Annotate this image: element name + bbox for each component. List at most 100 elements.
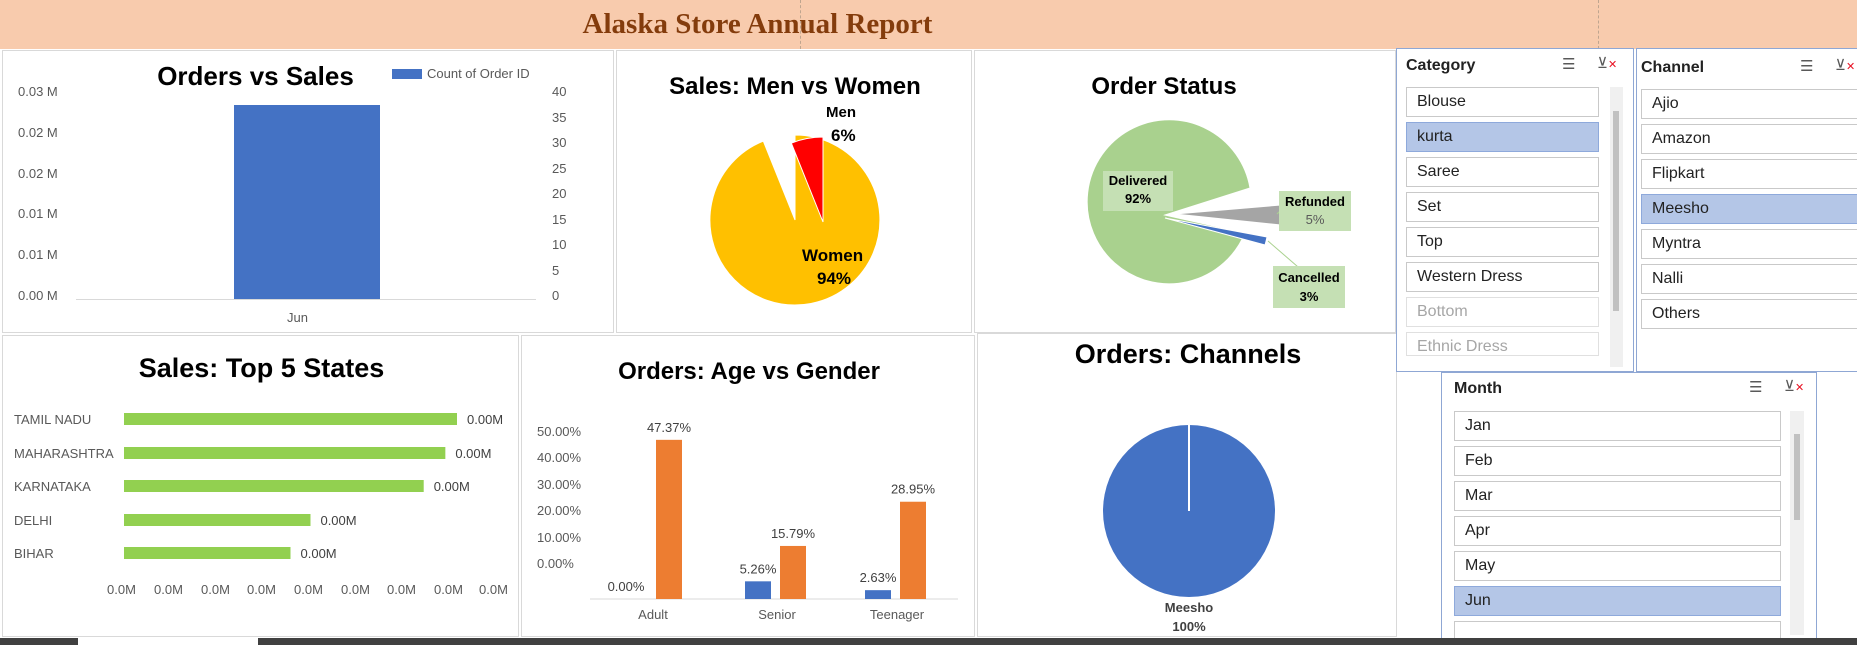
orders-vs-sales-panel[interactable]: Orders vs Sales Count of Order ID 0.03 M…	[2, 50, 614, 333]
x-axis-line	[76, 299, 536, 300]
report-banner	[0, 0, 1857, 49]
slicer-item[interactable]: Feb	[1454, 446, 1781, 476]
slicer-item[interactable]: Saree	[1406, 157, 1599, 187]
scrollbar-thumb[interactable]	[1613, 111, 1619, 311]
slicer-scrollbar[interactable]	[1790, 411, 1804, 635]
state-bar	[124, 514, 311, 526]
meesho-label: Meesho	[1164, 600, 1214, 615]
men-pct: 6%	[831, 126, 856, 145]
slicer-item[interactable]	[1454, 621, 1781, 639]
bar-jun[interactable]	[234, 105, 380, 299]
clear-filter-icon[interactable]: ⊻✕	[1835, 57, 1856, 74]
divider	[1598, 0, 1599, 49]
state-value-label: 0.00M	[455, 446, 491, 461]
category-slicer[interactable]: Category ☰ ⊻✕ Blouse kurta Saree Set Top…	[1396, 48, 1634, 372]
x-tick: 0.0M	[479, 582, 508, 597]
men-vs-women-panel[interactable]: Sales: Men vs Women Men 6% Women 94%	[616, 50, 972, 333]
slicer-item[interactable]: Blouse	[1406, 87, 1599, 117]
slicer-item[interactable]: Apr	[1454, 516, 1781, 546]
slicer-item[interactable]: Jan	[1454, 411, 1781, 441]
top-states-bars[interactable]: 0.00M 0.00M 0.00M 0.00M 0.00M	[3, 336, 520, 638]
x-tick: Adult	[638, 607, 668, 622]
refunded-pct: 5%	[1305, 212, 1325, 227]
pie-slice-cancelled	[1164, 217, 1268, 246]
y-right-tick: 30	[552, 135, 567, 150]
state-label: TAMIL NADU	[14, 412, 92, 427]
x-tick: 0.0M	[154, 582, 183, 597]
report-title: Alaska Store Annual Report	[582, 8, 933, 40]
state-value-label: 0.00M	[320, 513, 356, 528]
divider	[800, 0, 801, 49]
state-label: DELHI	[14, 513, 53, 528]
men-women-pie[interactable]	[617, 51, 973, 334]
slicer-title: Month	[1454, 380, 1502, 397]
chart-title: Sales: Top 5 States	[138, 353, 385, 383]
y-left-tick: 0.01 M	[18, 247, 58, 262]
bar-value-label: 47.37%	[647, 420, 692, 435]
clear-filter-icon[interactable]: ⊻✕	[1597, 55, 1618, 72]
slicer-item[interactable]: May	[1454, 551, 1781, 581]
slicer-item[interactable]: Ethnic Dress	[1406, 332, 1599, 356]
delivered-label: Delivered	[1108, 173, 1168, 188]
sheet-tab-active[interactable]	[78, 638, 258, 645]
age-gender-panel[interactable]: Orders: Age vs Gender 50.00% 40.00% 30.0…	[521, 335, 975, 637]
age-gender-bar	[900, 501, 926, 599]
slicer-item[interactable]: Amazon	[1641, 124, 1857, 154]
slicer-item[interactable]: Bottom	[1406, 297, 1599, 327]
channel-slicer[interactable]: Channel ☰ ⊻✕ Ajio Amazon Flipkart Meesho…	[1636, 48, 1857, 372]
slicer-item[interactable]: Jun	[1454, 586, 1781, 616]
state-label: MAHARASHTRA	[14, 446, 114, 461]
slicer-item[interactable]: Flipkart	[1641, 159, 1857, 189]
top-states-panel[interactable]: Sales: Top 5 States 0.00M 0.00M 0.00M 0.00M…	[2, 335, 519, 637]
x-tick: 0.0M	[434, 582, 463, 597]
slicer-item[interactable]: Others	[1641, 299, 1857, 329]
slicer-item[interactable]: Set	[1406, 192, 1599, 222]
order-status-pie[interactable]	[975, 51, 1397, 334]
x-tick: 0.0M	[107, 582, 136, 597]
slicer-item[interactable]: Western Dress	[1406, 262, 1599, 292]
y-tick: 30.00%	[537, 477, 582, 492]
slicer-item[interactable]: Mar	[1454, 481, 1781, 511]
slicer-item[interactable]: Myntra	[1641, 229, 1857, 259]
multi-select-icon[interactable]: ☰	[1800, 58, 1814, 75]
x-tick: Teenager	[870, 607, 925, 622]
x-tick: 0.0M	[387, 582, 416, 597]
clear-filter-icon[interactable]: ⊻✕	[1784, 378, 1805, 395]
bar-value-label: 28.95%	[891, 482, 936, 497]
y-right-tick: 35	[552, 110, 567, 125]
y-left-tick: 0.00 M	[18, 288, 58, 303]
x-tick: 0.0M	[247, 582, 276, 597]
pie-slice-women	[709, 134, 881, 306]
y-right-tick: 0	[552, 288, 560, 303]
y-right-tick: 15	[552, 212, 567, 227]
month-slicer[interactable]: Month ☰ ⊻✕ Jan Feb Mar Apr May Jun	[1441, 372, 1817, 639]
channels-panel[interactable]: Orders: Channels Meesho 100%	[977, 333, 1397, 637]
state-bar	[124, 447, 446, 459]
y-left-tick: 0.02 M	[18, 125, 58, 140]
men-label: Men	[826, 104, 856, 121]
multi-select-icon[interactable]: ☰	[1749, 379, 1763, 396]
chart-title: Orders: Age vs Gender	[618, 358, 880, 385]
age-gender-bar	[865, 590, 891, 599]
age-gender-bars[interactable]: 0.00% 47.37% Adult 5.26% 15.79% Senior 2.63% 28…	[522, 336, 976, 638]
state-label: BIHAR	[14, 546, 54, 561]
slicer-item[interactable]: kurta	[1406, 122, 1599, 152]
legend-swatch	[392, 69, 422, 79]
refunded-label: Refunded	[1285, 194, 1345, 209]
women-pct: 94%	[817, 269, 852, 288]
channels-pie[interactable]	[978, 334, 1398, 638]
y-right-tick: 10	[552, 237, 567, 252]
y-right-tick: 40	[552, 84, 567, 99]
delivered-pct: 92%	[1124, 191, 1152, 206]
bar-value-label: 0.00%	[608, 579, 645, 594]
sheet-tab-bar[interactable]	[0, 638, 1857, 645]
multi-select-icon[interactable]: ☰	[1562, 56, 1576, 73]
order-status-panel[interactable]: Order Status Delivered 92% Refunded 5% C…	[974, 50, 1396, 333]
scrollbar-thumb[interactable]	[1794, 434, 1800, 520]
slicer-item[interactable]: Ajio	[1641, 89, 1857, 119]
pie-slice-men	[790, 136, 824, 223]
slicer-item[interactable]: Nalli	[1641, 264, 1857, 294]
slicer-item[interactable]: Top	[1406, 227, 1599, 257]
chart-title: Orders: Channels	[1074, 339, 1302, 369]
slicer-item[interactable]: Meesho	[1641, 194, 1857, 224]
